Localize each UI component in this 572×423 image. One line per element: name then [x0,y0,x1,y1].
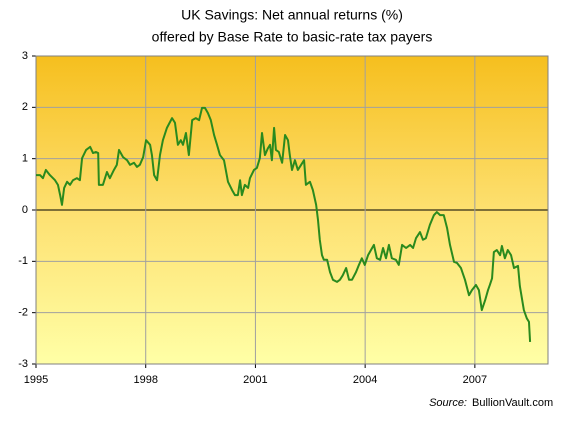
y-tick-label: -3 [18,358,28,370]
data-line [36,106,532,342]
y-tick-label: -1 [18,255,28,267]
chart-subtitle: offered by Base Rate to basic-rate tax p… [152,29,433,45]
source-label: Source: [429,397,467,409]
x-tick-label: 2001 [243,374,267,386]
plot-border [35,55,549,365]
x-tick-label: 1995 [24,374,48,386]
y-tick-label: 3 [22,50,28,62]
y-tick-label: -2 [18,307,28,319]
x-tick-label: 2007 [463,374,487,386]
x-tick-label: 2004 [353,374,377,386]
y-tick-label: 0 [22,204,28,216]
y-tick-label: 2 [22,101,28,113]
source: BullionVault.com [472,397,553,409]
y-tick-label: 1 [22,153,28,165]
x-tick-label: 1998 [133,374,157,386]
chart-title: UK Savings: Net annual returns (%) [181,7,403,23]
